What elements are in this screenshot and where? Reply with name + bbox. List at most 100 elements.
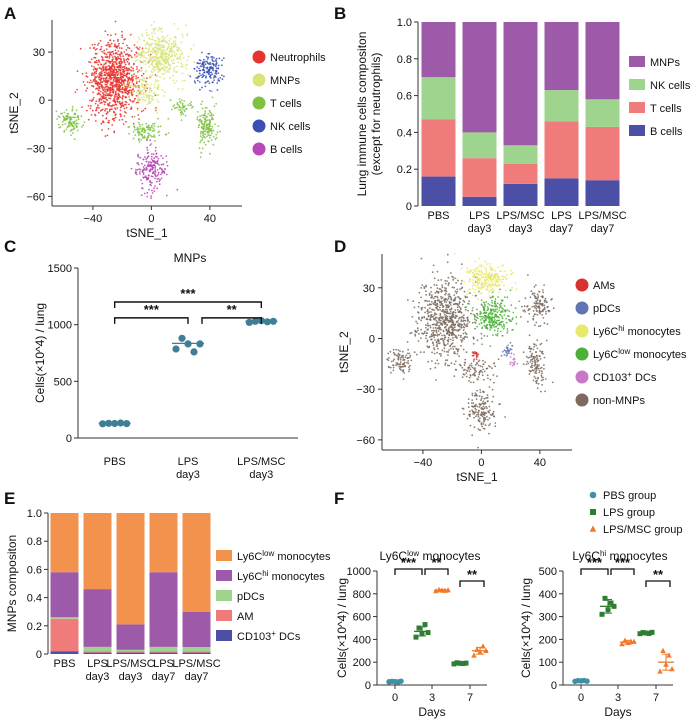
x-tick-label: 40 [204, 213, 216, 225]
cell-point [479, 292, 481, 295]
x-tick-label: LPS day3 [176, 456, 200, 481]
cell-point [440, 295, 442, 298]
cell-point [210, 114, 213, 117]
cell-point [407, 348, 409, 351]
cell-point [540, 302, 542, 305]
cell-point [535, 321, 538, 324]
cell-point [453, 352, 455, 355]
cell-point [444, 359, 447, 362]
cell-point [109, 62, 111, 64]
cell-point [516, 362, 519, 365]
cell-point [466, 417, 469, 420]
cell-point [416, 353, 418, 356]
cell-point [135, 46, 138, 49]
cell-point [446, 280, 448, 282]
cell-point [503, 354, 506, 356]
cell-point [417, 311, 419, 313]
cell-point [122, 74, 125, 76]
cell-point [491, 272, 493, 275]
cell-point [492, 290, 495, 292]
cell-point [481, 317, 484, 320]
cell-point [93, 74, 95, 76]
cell-point [154, 140, 156, 142]
y-tick-label: 300 [539, 612, 557, 624]
y-axis-title: Cells(×10^4) / lung [33, 303, 47, 403]
cell-point [505, 317, 507, 320]
cell-point [409, 332, 412, 335]
cell-point [162, 66, 165, 69]
cell-point [193, 80, 196, 83]
cell-point [456, 290, 458, 293]
bar-segment [585, 22, 620, 100]
cell-point [478, 279, 481, 281]
cell-point [150, 158, 153, 160]
cell-point [89, 107, 92, 110]
cell-point [454, 328, 456, 331]
cell-point [154, 53, 157, 56]
cell-point [99, 93, 102, 96]
cell-point [158, 26, 161, 29]
cell-point [186, 63, 189, 66]
cell-point [474, 270, 476, 273]
cell-point [416, 322, 419, 325]
bar-segment [83, 652, 112, 654]
cell-point [475, 408, 477, 411]
cell-point [486, 288, 489, 291]
bar-segment [544, 22, 579, 91]
cell-point [442, 340, 445, 342]
cell-point [128, 47, 131, 50]
cell-point [112, 117, 115, 120]
cell-point [484, 276, 487, 278]
cell-point [475, 411, 477, 413]
y-axis-title: Cells(×10^4) / lung [519, 578, 533, 678]
cell-point [420, 296, 423, 299]
cell-point [205, 55, 208, 58]
bar-segment [462, 196, 497, 206]
cell-point [406, 352, 409, 355]
cell-point [199, 156, 202, 159]
cell-point [464, 295, 467, 298]
cell-point [447, 340, 450, 343]
cell-point [486, 278, 488, 281]
cell-point [118, 80, 121, 82]
cell-point [496, 308, 498, 310]
cell-point [460, 326, 462, 328]
cell-point [476, 269, 478, 272]
cell-point [539, 312, 541, 315]
cell-point [443, 350, 446, 353]
cell-point [425, 317, 428, 320]
cell-point [140, 110, 143, 113]
cell-point [449, 320, 452, 323]
panel-letter-e: E [4, 489, 15, 508]
cell-point [210, 56, 213, 58]
cell-point [157, 117, 159, 120]
cell-point [198, 72, 201, 75]
cell-point [92, 78, 95, 81]
cell-point [474, 364, 477, 366]
cell-point [496, 306, 499, 308]
cell-point [118, 119, 121, 121]
cell-point [487, 273, 490, 276]
cell-point [501, 334, 504, 337]
cell-point [454, 311, 457, 314]
cell-point [158, 44, 161, 47]
bar-segment [462, 22, 497, 133]
cell-point [199, 69, 202, 72]
cell-point [144, 93, 147, 96]
cell-point [492, 276, 495, 279]
cell-point [173, 70, 176, 73]
cell-point [100, 77, 102, 80]
cell-point [125, 106, 128, 109]
cell-point [478, 403, 481, 405]
cell-point [202, 66, 205, 69]
cell-point [474, 267, 477, 270]
cell-point [468, 380, 470, 382]
cell-point [142, 109, 145, 112]
cell-point [169, 55, 172, 58]
y-tick-label: 0 [36, 649, 42, 661]
cell-point [461, 407, 464, 410]
cell-point [467, 309, 469, 312]
cell-point [125, 75, 128, 78]
cell-point [541, 314, 543, 316]
cell-point [127, 86, 130, 88]
